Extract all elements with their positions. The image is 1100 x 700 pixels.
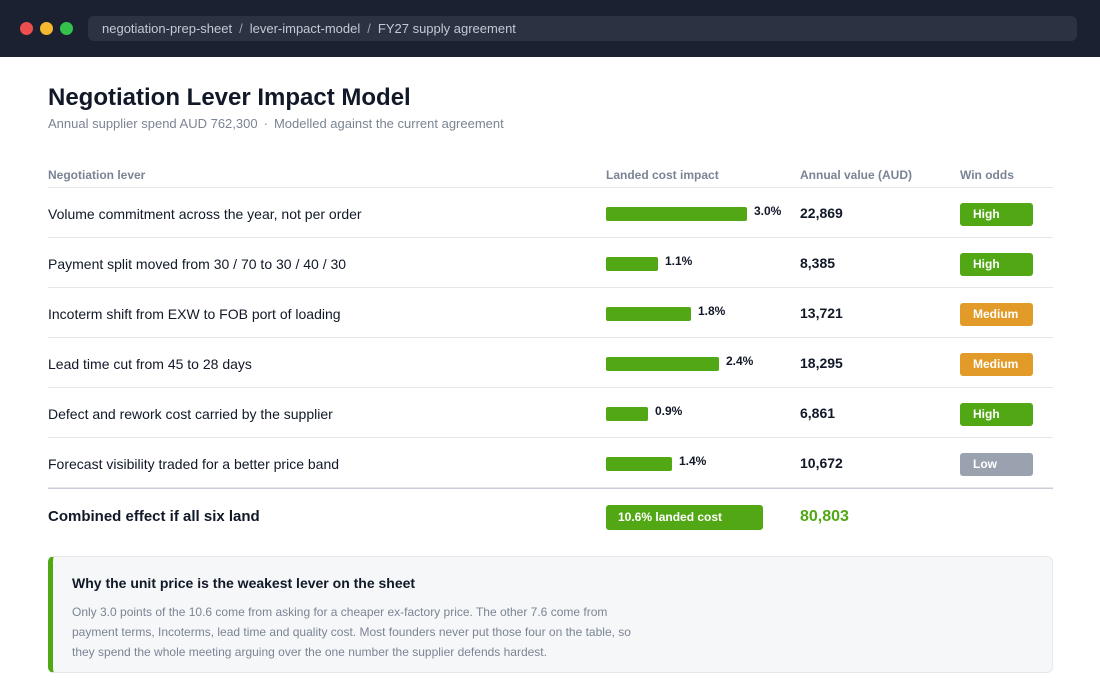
table-header: Negotiation lever Landed cost impact Ann… [48, 160, 1053, 188]
impact-label: 2.4% [726, 354, 754, 368]
page-subtitle: Annual supplier spend AUD 762,300 · Modell… [48, 116, 504, 131]
impact-bar [606, 207, 747, 221]
win-odds-badge: High [960, 203, 1033, 226]
address-bar[interactable]: negotiation-prep-sheet / lever-impact-mo… [88, 16, 1077, 41]
impact-label: 1.8% [698, 304, 726, 318]
close-window-icon[interactable] [20, 22, 33, 35]
breadcrumb-separator: / [367, 21, 371, 36]
callout-title: Why the unit price is the weakest lever … [72, 575, 416, 591]
header-odds: Win odds [960, 168, 1014, 182]
table-row: Defect and rework cost carried by the su… [48, 388, 1053, 438]
total-impact-bar: 10.6% landed cost [606, 505, 763, 530]
lever-name: Forecast visibility traded for a better … [48, 456, 340, 472]
total-annual-value: 80,803 [800, 508, 849, 525]
lever-name: Payment split moved from 30 / 70 to 30 /… [48, 256, 347, 272]
annual-value: 18,295 [800, 355, 843, 371]
table-row: Incoterm shift from EXW to FOB port of l… [48, 288, 1053, 338]
impact-label: 3.0% [754, 204, 782, 218]
impact-bar [606, 307, 691, 321]
header-value: Annual value (AUD) [800, 168, 913, 182]
annual-value: 22,869 [800, 205, 843, 221]
maximize-window-icon[interactable] [60, 22, 73, 35]
annual-value: 13,721 [800, 305, 843, 321]
header-lever: Negotiation lever [48, 168, 146, 182]
win-odds-badge: Medium [960, 353, 1033, 376]
breadcrumb-item[interactable]: negotiation-prep-sheet [102, 21, 233, 36]
total-row: Combined effect if all six land 10.6% la… [48, 488, 1053, 544]
impact-bar [606, 457, 672, 471]
total-label: Combined effect if all six land [48, 508, 260, 525]
page-title: Negotiation Lever Impact Model [48, 84, 411, 111]
lever-name: Defect and rework cost carried by the su… [48, 406, 333, 422]
annual-value: 8,385 [800, 255, 836, 271]
lever-name: Lead time cut from 45 to 28 days [48, 356, 252, 372]
impact-bar [606, 257, 658, 271]
impact-bar [606, 357, 719, 371]
annual-value: 10,672 [800, 455, 843, 471]
table-row: Volume commitment across the year, not p… [48, 188, 1053, 238]
subtitle-note: Modelled against the current agreement [273, 116, 504, 131]
win-odds-badge: High [960, 253, 1033, 276]
lever-table: Negotiation lever Landed cost impact Ann… [48, 160, 1053, 544]
win-odds-badge: Low [960, 453, 1033, 476]
table-row: Forecast visibility traded for a better … [48, 438, 1053, 488]
table-row: Payment split moved from 30 / 70 to 30 /… [48, 238, 1053, 288]
subtitle-spend: Annual supplier spend AUD 762,300 [48, 116, 258, 131]
impact-label: 0.9% [655, 404, 683, 418]
lever-name: Incoterm shift from EXW to FOB port of l… [48, 306, 341, 322]
annual-value: 6,861 [800, 405, 836, 421]
breadcrumb-item[interactable]: lever-impact-model [249, 21, 361, 36]
breadcrumb-item[interactable]: FY27 supply agreement [377, 21, 516, 36]
browser-toolbar: negotiation-prep-sheet / lever-impact-mo… [0, 0, 1100, 57]
impact-bar [606, 407, 648, 421]
lever-name: Volume commitment across the year, not p… [48, 206, 362, 222]
table-row: Lead time cut from 45 to 28 days 2.4% 18… [48, 338, 1053, 388]
header-impact: Landed cost impact [606, 168, 719, 182]
impact-label: 1.1% [665, 254, 693, 268]
minimize-window-icon[interactable] [40, 22, 53, 35]
breadcrumb-separator: / [239, 21, 243, 36]
subtitle-separator: · [263, 116, 268, 131]
win-odds-badge: High [960, 403, 1033, 426]
insight-callout: Why the unit price is the weakest lever … [48, 556, 1053, 673]
win-odds-badge: Medium [960, 303, 1033, 326]
callout-body: Only 3.0 points of the 10.6 come from as… [72, 605, 631, 659]
impact-label: 1.4% [679, 454, 707, 468]
